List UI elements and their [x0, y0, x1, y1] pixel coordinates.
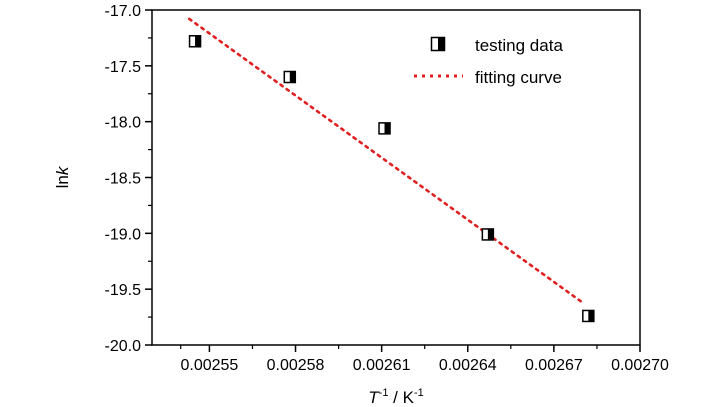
y-axis-pre: ln: [53, 175, 72, 188]
x-tick-label: 0.00261: [353, 357, 411, 374]
data-point: [582, 309, 595, 323]
y-tick-label: -18.0: [105, 115, 142, 132]
testing-data-layer: [188, 35, 595, 323]
data-point: [283, 70, 297, 84]
x-axis-unit-exp: -1: [414, 387, 424, 399]
legend-marker-shape: [430, 36, 446, 52]
x-axis-sep: / K: [388, 388, 414, 407]
plot-frame: [151, 9, 641, 346]
x-tick-label: 0.00255: [180, 357, 238, 374]
legend-marker-half-square: [430, 36, 446, 52]
x-axis-var: T: [368, 388, 380, 407]
y-tick-label: -17.0: [105, 3, 142, 20]
x-axis-title: T-1 / K-1: [368, 387, 423, 407]
y-tick-label: -19.5: [105, 282, 142, 299]
data-point: [188, 35, 202, 48]
x-tick-label: 0.00258: [267, 357, 325, 374]
x-axis-var-exp: -1: [379, 387, 389, 399]
legend: testing data fitting curve: [414, 36, 563, 87]
legend-item-testing-data: testing data: [430, 36, 563, 55]
legend-label: fitting curve: [475, 68, 562, 87]
data-point: [481, 228, 495, 241]
x-tick-label: 0.00270: [611, 357, 669, 374]
y-axis-var: k: [53, 165, 72, 175]
x-tick-label: 0.00267: [525, 357, 583, 374]
data-point: [378, 122, 391, 135]
y-axis-title: lnk: [53, 165, 72, 188]
x-tick-label: 0.00264: [439, 357, 497, 374]
legend-item-fitting-curve: fitting curve: [414, 68, 562, 87]
y-tick-label: -18.5: [105, 171, 142, 188]
y-tick-label: -17.5: [105, 59, 142, 76]
x-axis: 0.00255 0.00258 0.00261 0.00264 0.00267 0.002…: [180, 345, 669, 374]
fitting-curve-line: [188, 17, 584, 304]
fitting-curve-layer: [188, 17, 584, 304]
y-axis: -20.0 -19.5 -19.0 -18.5 -18.0 -17.5 -17.0: [105, 3, 152, 355]
y-tick-label: -19.0: [105, 226, 142, 243]
legend-label: testing data: [475, 36, 563, 55]
y-tick-label: -20.0: [105, 338, 142, 355]
